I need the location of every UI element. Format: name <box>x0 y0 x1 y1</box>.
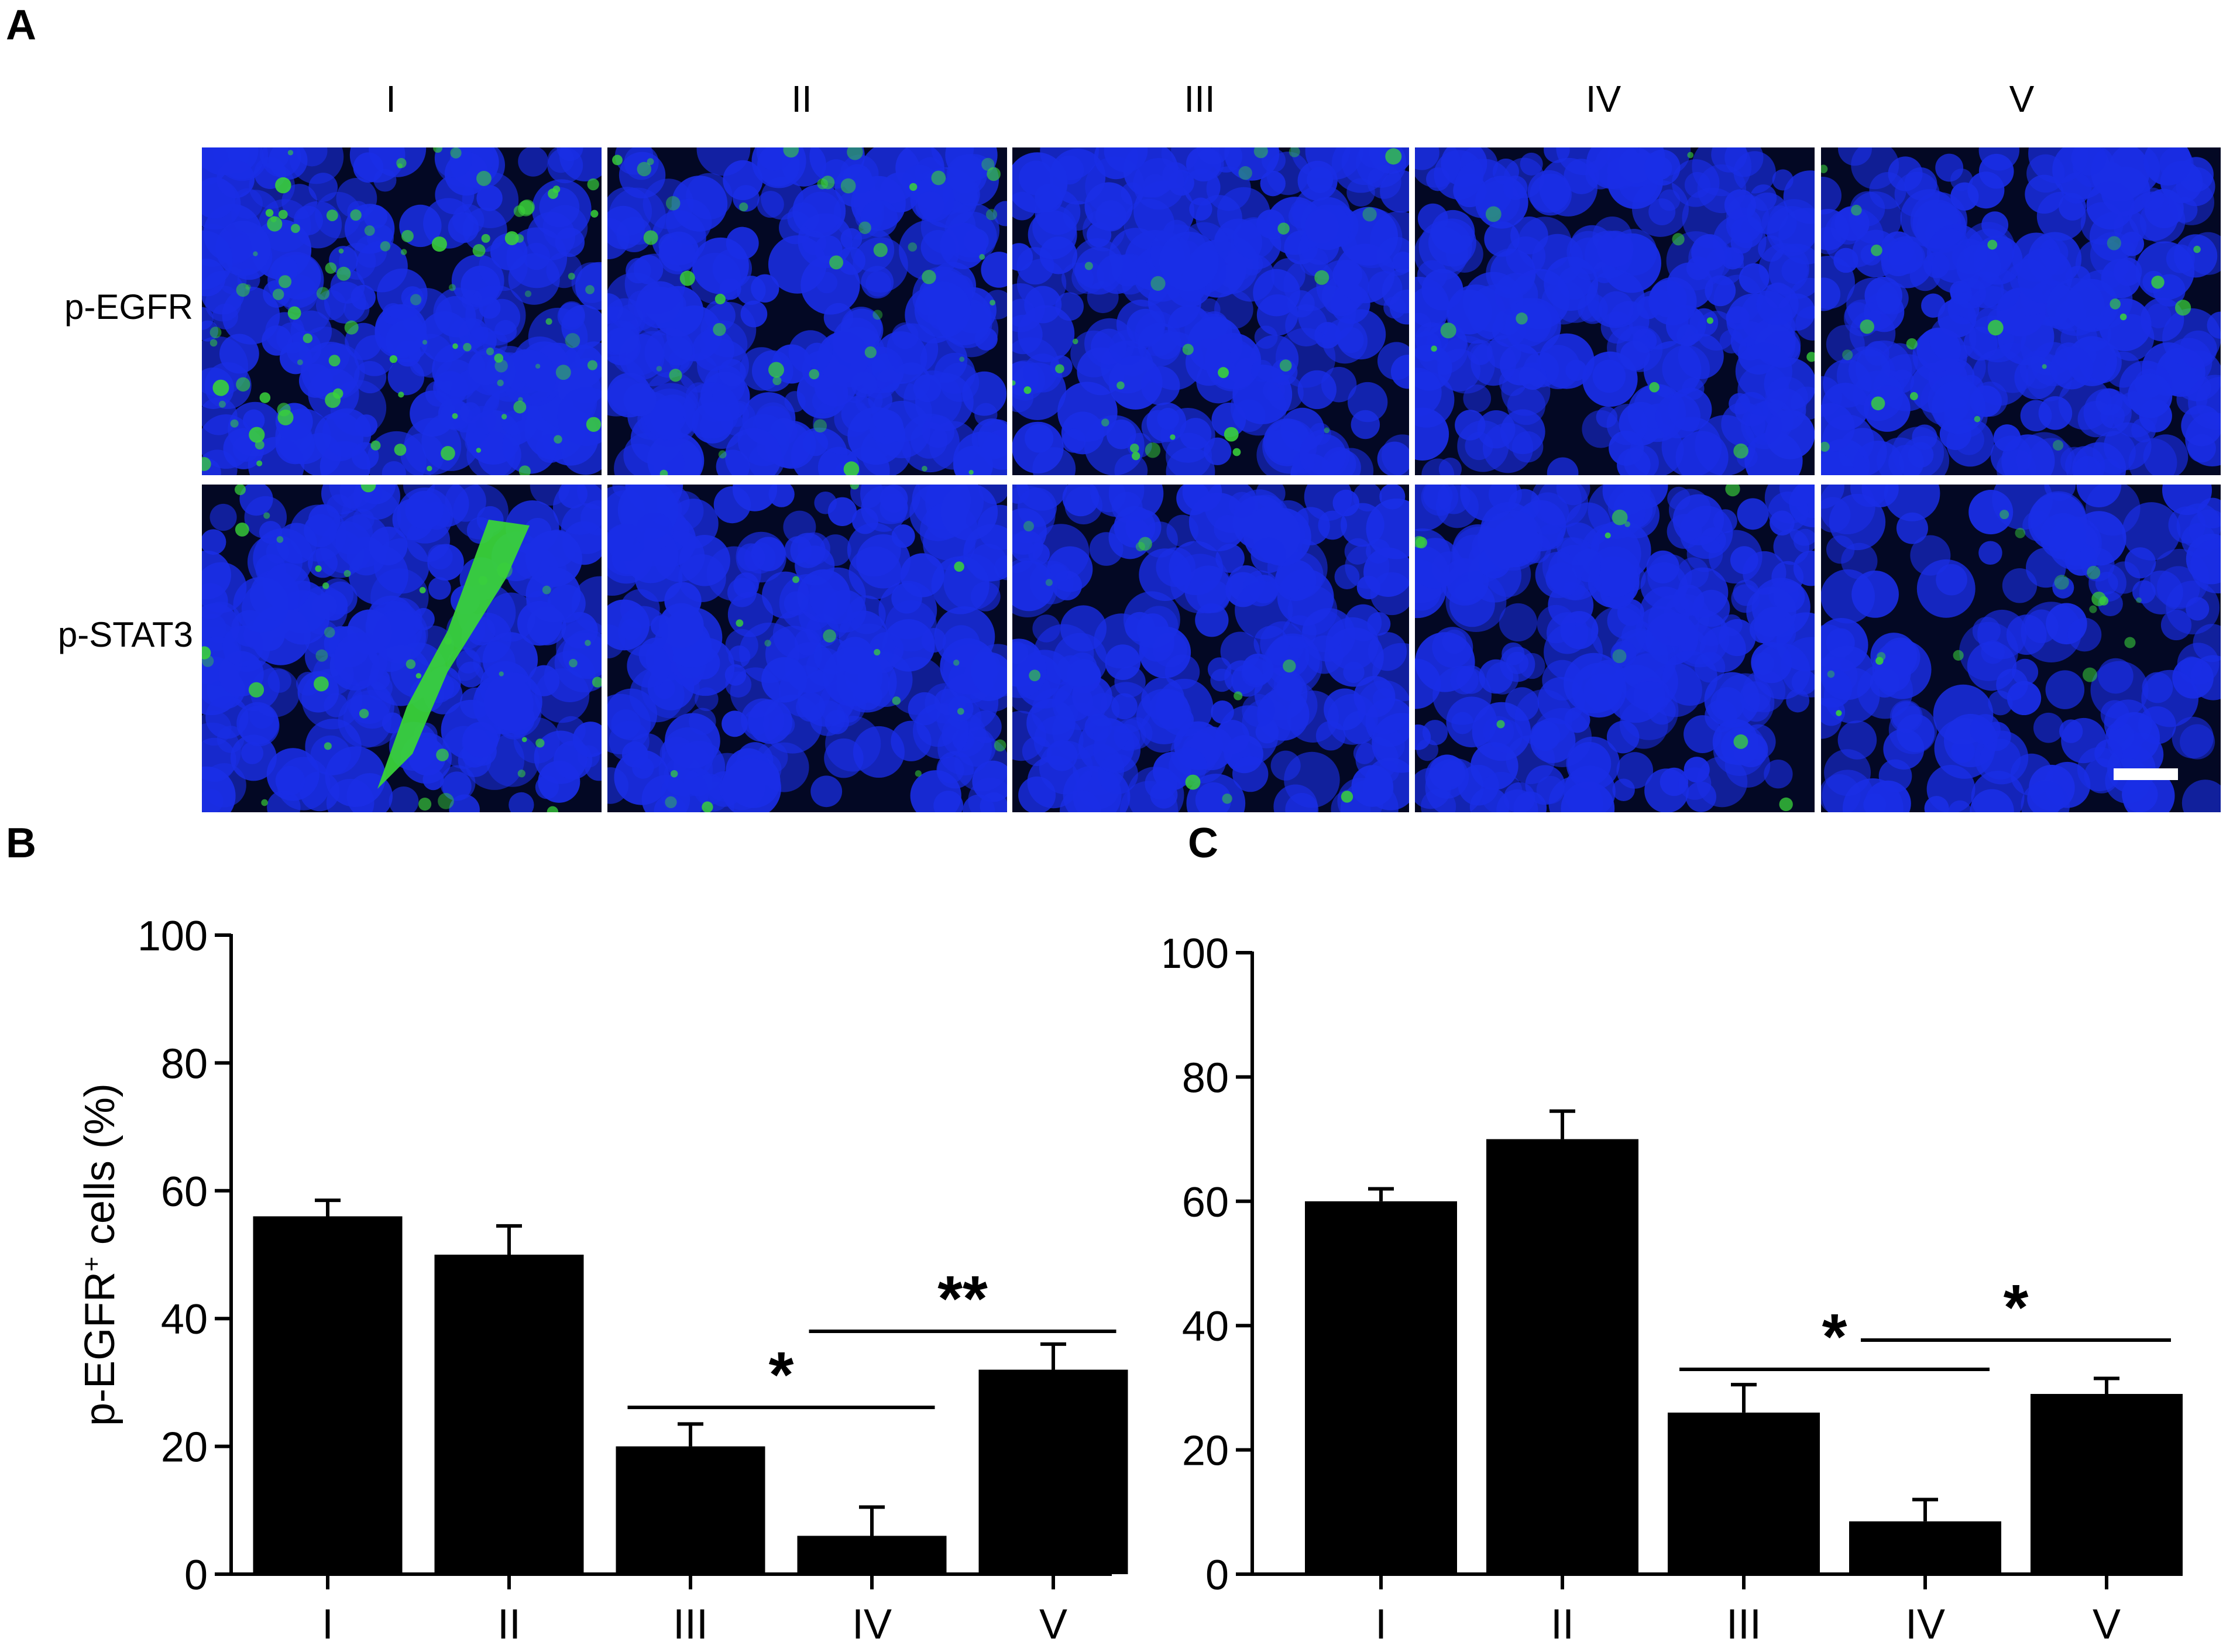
bar-ii <box>434 1255 584 1574</box>
column-label-iii: III <box>1184 78 1215 120</box>
y-tick-label: 20 <box>1182 1428 1229 1475</box>
bar-v <box>2031 1394 2183 1574</box>
error-bar-ii <box>1550 1109 1575 1139</box>
x-tick-label: V <box>2093 1601 2121 1648</box>
bar-v <box>978 1369 1128 1574</box>
column-label-i: I <box>386 78 396 120</box>
micrograph-p-stat3-v <box>1821 485 2221 812</box>
column-label-ii: II <box>791 78 812 120</box>
bar-i <box>253 1216 403 1574</box>
x-tick-label: IV <box>852 1601 892 1648</box>
panel-label-a: A <box>6 2 36 49</box>
y-tick-label: 80 <box>1182 1055 1229 1101</box>
panel-label-c: C <box>1188 820 1218 867</box>
x-tick-label: II <box>1551 1601 1574 1648</box>
micrograph-p-egfr-v <box>1821 147 2221 475</box>
x-tick-label: I <box>1375 1601 1387 1648</box>
micrograph-p-egfr-iv <box>1415 147 1815 475</box>
x-tick-label: I <box>322 1601 334 1648</box>
y-tick-label: 40 <box>161 1296 208 1343</box>
error-bar-iv <box>1912 1498 1938 1522</box>
column-label-iv: IV <box>1585 78 1621 120</box>
y-axis-label: p-EGFR+ cells (%) <box>77 1083 123 1426</box>
bar-ii <box>1486 1139 1638 1574</box>
error-bar-i <box>315 1198 341 1217</box>
micrograph-p-egfr-ii <box>607 147 1007 475</box>
micrograph-p-stat3-i <box>202 485 602 812</box>
significance-marker: ** <box>937 1263 988 1335</box>
x-tick-label: IV <box>1905 1601 1945 1648</box>
panel-label-b: B <box>6 820 36 867</box>
micrograph-p-stat3-iv <box>1415 485 1815 812</box>
error-bar-iii <box>1731 1383 1757 1413</box>
micrograph-p-egfr-iii <box>1012 147 1409 475</box>
error-bar-v <box>1040 1342 1066 1370</box>
row-label-p-egfr: p-EGFR <box>64 287 193 327</box>
error-bar-v <box>2094 1376 2119 1395</box>
micrograph-p-stat3-iii <box>1012 485 1409 812</box>
micrograph-p-stat3-ii <box>607 485 1007 812</box>
y-tick-label: 60 <box>161 1169 208 1215</box>
y-tick-label: 0 <box>1205 1552 1229 1599</box>
x-tick-label: V <box>1039 1601 1067 1648</box>
bar-iii <box>1668 1412 1820 1574</box>
y-tick-label: 0 <box>184 1552 208 1599</box>
y-tick-label: 40 <box>1182 1303 1229 1350</box>
bar-iv <box>1849 1521 2001 1574</box>
column-label-v: V <box>2009 78 2035 120</box>
bar-iii <box>616 1446 765 1574</box>
y-tick-label: 100 <box>1164 930 1229 977</box>
row-label-p-stat3: p-STAT3 <box>57 615 193 654</box>
bar-iv <box>797 1536 947 1574</box>
significance-marker: * <box>1822 1301 1847 1373</box>
x-tick-label: II <box>497 1601 521 1648</box>
y-tick-label: 60 <box>1182 1179 1229 1226</box>
error-bar-i <box>1368 1187 1394 1201</box>
bar-i <box>1305 1201 1457 1574</box>
y-tick-label: 20 <box>161 1424 208 1471</box>
significance-marker: * <box>2004 1272 2029 1344</box>
y-tick-label: 100 <box>138 913 208 960</box>
x-tick-label: III <box>1726 1601 1761 1648</box>
x-tick-label: III <box>673 1601 708 1648</box>
error-bar-iv <box>859 1505 885 1536</box>
y-tick-label: 80 <box>161 1040 208 1087</box>
significance-marker: * <box>769 1339 794 1411</box>
error-bar-ii <box>496 1224 522 1255</box>
error-bar-iii <box>678 1422 703 1447</box>
micrograph-p-egfr-i <box>202 147 602 475</box>
